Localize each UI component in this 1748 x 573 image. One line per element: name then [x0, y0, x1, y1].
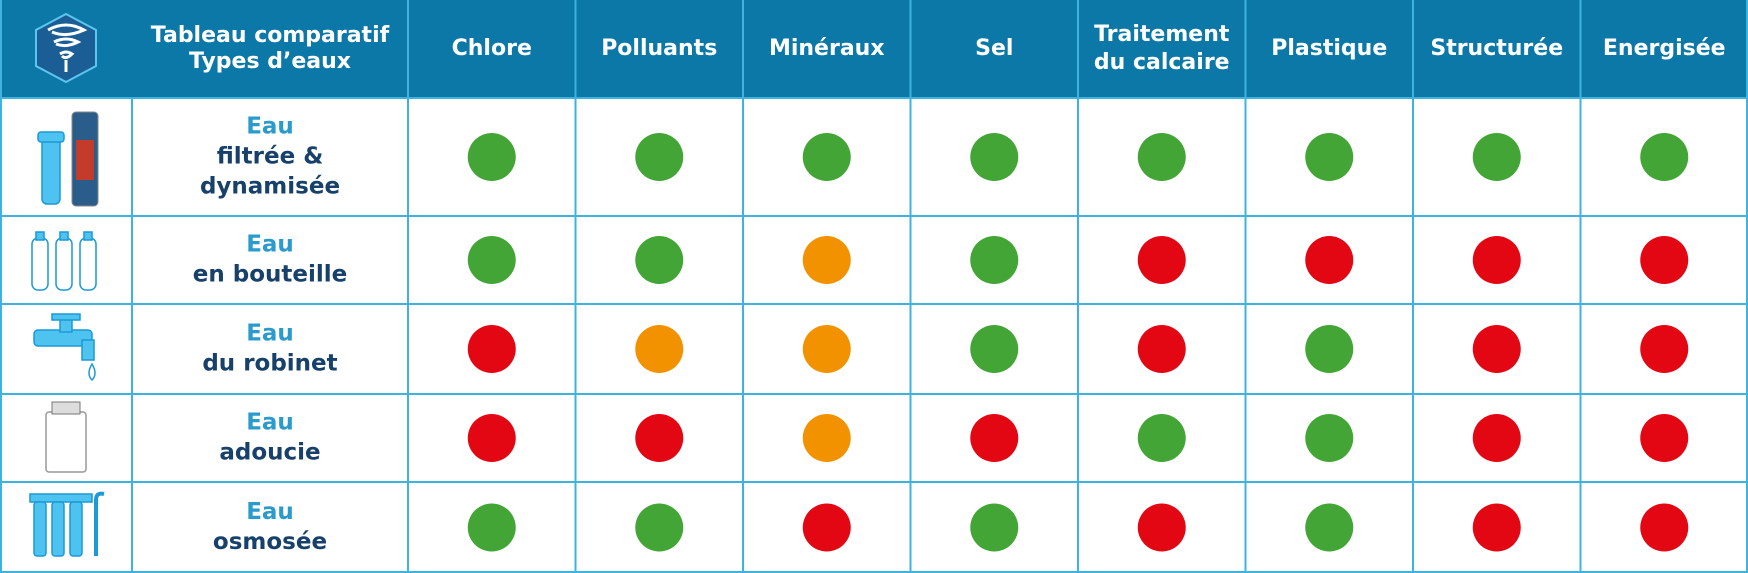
- status-dot: [635, 503, 684, 552]
- row-label: Eau: [246, 232, 294, 258]
- row-label: Eau: [246, 114, 294, 140]
- status-dot: [467, 414, 516, 462]
- status-dot: [1640, 325, 1689, 373]
- status-dot: [1472, 236, 1521, 284]
- row-label: du robinet: [202, 351, 337, 377]
- status-dot: [1305, 133, 1354, 181]
- status-dot: [970, 133, 1019, 181]
- row-label: Eau: [246, 499, 294, 525]
- status-dot: [1305, 503, 1354, 552]
- status-dot: [970, 503, 1019, 552]
- icon-filter: [37, 111, 99, 207]
- row-label: osmosée: [213, 529, 327, 555]
- status-dot: [1472, 503, 1521, 552]
- status-dot: [802, 503, 851, 552]
- status-dot: [802, 133, 851, 181]
- icon-softener: [45, 401, 87, 473]
- header-title: Tableau comparatif: [151, 23, 390, 48]
- status-dot: [1305, 414, 1354, 462]
- column-header: Minéraux: [769, 36, 885, 61]
- row-label: filtrée &: [217, 144, 324, 170]
- row-label: dynamisée: [200, 174, 340, 200]
- column-header: Traitement: [1094, 22, 1230, 47]
- status-dot: [1472, 414, 1521, 462]
- status-dot: [467, 236, 516, 284]
- status-dot: [467, 133, 516, 181]
- column-header: Polluants: [601, 36, 717, 61]
- icon-osmosis: [29, 491, 105, 557]
- column-header: du calcaire: [1094, 50, 1230, 75]
- status-dot: [970, 325, 1019, 373]
- row-label: adoucie: [219, 440, 320, 466]
- status-dot: [970, 236, 1019, 284]
- status-dot: [1640, 236, 1689, 284]
- icon-bottles: [31, 231, 97, 291]
- status-dot: [1137, 325, 1186, 373]
- status-dot: [635, 133, 684, 181]
- status-dot: [970, 414, 1019, 462]
- status-dot: [1640, 503, 1689, 552]
- status-dot: [467, 325, 516, 373]
- column-header: Chlore: [452, 36, 532, 61]
- status-dot: [635, 236, 684, 284]
- column-header: Plastique: [1271, 36, 1387, 61]
- status-dot: [1305, 236, 1354, 284]
- header-title: Types d’eaux: [189, 49, 351, 74]
- row-label: en bouteille: [193, 262, 347, 288]
- status-dot: [802, 325, 851, 373]
- logo: [35, 12, 97, 84]
- status-dot: [1640, 133, 1689, 181]
- row-label: Eau: [246, 321, 294, 347]
- row-label: Eau: [246, 410, 294, 436]
- status-dot: [1137, 503, 1186, 552]
- column-header: Sel: [975, 36, 1013, 61]
- status-dot: [1305, 325, 1354, 373]
- status-dot: [802, 414, 851, 462]
- status-dot: [1137, 133, 1186, 181]
- status-dot: [1472, 325, 1521, 373]
- column-header: Structurée: [1430, 36, 1563, 61]
- status-dot: [1640, 414, 1689, 462]
- status-dot: [635, 414, 684, 462]
- status-dot: [1137, 414, 1186, 462]
- column-header: Energisée: [1603, 36, 1726, 61]
- icon-tap: [33, 313, 96, 382]
- status-dot: [802, 236, 851, 284]
- header-band: [0, 0, 1748, 98]
- status-dot: [635, 325, 684, 373]
- status-dot: [467, 503, 516, 552]
- status-dot: [1472, 133, 1521, 181]
- status-dot: [1137, 236, 1186, 284]
